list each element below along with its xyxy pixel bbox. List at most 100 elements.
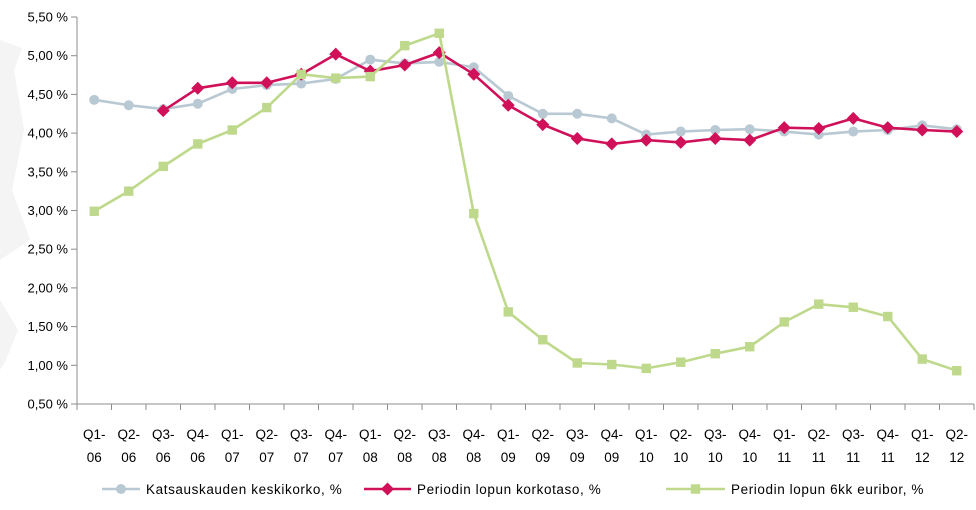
data-point xyxy=(503,307,513,317)
data-point xyxy=(536,118,550,132)
data-point xyxy=(952,366,962,376)
data-point xyxy=(605,137,619,151)
x-tick-label: Q1-09 xyxy=(497,427,520,465)
x-tick-label: Q3-06 xyxy=(152,427,175,465)
data-point xyxy=(676,357,686,367)
y-tick-label: 4,00 % xyxy=(28,126,69,141)
data-point xyxy=(468,62,479,73)
data-point xyxy=(848,126,859,137)
data-point xyxy=(606,113,617,124)
x-tick-label: Q2-07 xyxy=(255,427,278,465)
x-tick-label: Q3-07 xyxy=(290,427,313,465)
data-point xyxy=(296,69,306,79)
data-point xyxy=(570,132,584,146)
data-point xyxy=(398,58,412,72)
data-point xyxy=(812,121,826,135)
series-line xyxy=(93,31,958,372)
x-tick-label: Q2-11 xyxy=(807,427,830,465)
data-point xyxy=(469,208,479,219)
x-tick-label: Q3-11 xyxy=(842,427,865,465)
x-tick-label: Q4-07 xyxy=(324,427,347,465)
data-point xyxy=(331,73,341,83)
y-tick-label: 5,50 % xyxy=(28,10,69,25)
data-point xyxy=(639,133,653,147)
data-point xyxy=(745,342,755,352)
data-point xyxy=(538,335,548,345)
data-point xyxy=(467,67,481,81)
data-point xyxy=(743,133,757,147)
data-point xyxy=(848,302,858,312)
data-point xyxy=(503,90,514,101)
x-tick-label: Q4-09 xyxy=(600,427,623,465)
data-point xyxy=(156,104,170,118)
data-point xyxy=(191,81,205,95)
data-point xyxy=(641,363,651,374)
legend-item-3: Periodin lopun 6kk euribor, % xyxy=(666,482,924,497)
x-tick-label: Q3-08 xyxy=(428,427,451,465)
legend-item-2: Periodin lopun korkotaso, % xyxy=(364,482,601,497)
data-point xyxy=(881,121,895,135)
data-point xyxy=(675,126,686,137)
data-point xyxy=(917,354,927,364)
data-point xyxy=(572,108,583,119)
x-tick-label: Q1-07 xyxy=(221,427,244,465)
x-tick-label: Q1-06 xyxy=(83,427,106,465)
x-tick-label: Q4-10 xyxy=(738,427,761,465)
data-point xyxy=(225,76,239,90)
data-point xyxy=(846,111,860,125)
data-point xyxy=(365,71,375,82)
x-tick-label: Q4-08 xyxy=(462,427,485,465)
data-point xyxy=(607,359,617,370)
series-1 xyxy=(89,54,962,140)
data-point xyxy=(192,98,203,109)
x-tick-label: Q1-12 xyxy=(911,427,934,465)
data-point xyxy=(777,121,791,135)
y-tick-label: 0,50 % xyxy=(28,397,69,412)
x-tick-label: Q2-10 xyxy=(669,427,692,465)
watermark-shape xyxy=(0,40,30,370)
data-point xyxy=(124,186,134,196)
x-tick-label: Q2-12 xyxy=(945,427,968,465)
y-tick-label: 2,00 % xyxy=(28,280,69,295)
data-point xyxy=(814,299,824,309)
series-line xyxy=(162,51,957,146)
x-tick-label: Q1-11 xyxy=(773,427,796,465)
data-point xyxy=(434,28,444,38)
x-tick-label: Q3-09 xyxy=(566,427,589,465)
legend-label: Periodin lopun korkotaso, % xyxy=(417,482,601,497)
chart-legend: Katsauskauden keskikorko, % Periodin lopu… xyxy=(102,482,924,497)
data-point xyxy=(572,358,582,368)
x-tick-label: Q1-08 xyxy=(359,427,382,465)
series-3 xyxy=(89,28,962,376)
data-point xyxy=(744,124,755,135)
watermark-decoration xyxy=(0,40,30,370)
legend-marker xyxy=(690,484,701,494)
y-tick-label: 3,00 % xyxy=(28,203,69,218)
x-tick-label: Q3-10 xyxy=(704,427,727,465)
series-layer xyxy=(89,28,964,376)
y-tick-label: 4,50 % xyxy=(28,87,69,102)
y-tick-label: 3,50 % xyxy=(28,164,69,179)
chart-axes: 0,50 % 1,00 % 1,50 % 2,00 % 2,50 % 3,00 % 3,50… xyxy=(28,10,975,465)
data-point xyxy=(710,348,720,359)
y-tick-label: 2,50 % xyxy=(28,242,69,257)
x-tick-label: Q2-06 xyxy=(117,427,140,465)
legend-label: Katsauskauden keskikorko, % xyxy=(146,482,342,497)
data-point xyxy=(260,76,274,90)
x-tick-label: Q4-11 xyxy=(876,427,899,465)
legend-label: Periodin lopun 6kk euribor, % xyxy=(731,482,924,497)
legend-marker xyxy=(381,482,394,496)
x-tick-label: Q1-10 xyxy=(635,427,658,465)
data-point xyxy=(779,317,789,327)
data-point xyxy=(227,125,237,135)
data-point xyxy=(537,108,548,119)
data-point xyxy=(501,98,515,112)
data-point xyxy=(158,161,168,172)
data-point xyxy=(883,311,893,322)
data-point xyxy=(262,102,272,113)
data-point xyxy=(950,125,964,139)
x-tick-label: Q2-08 xyxy=(393,427,416,465)
data-point xyxy=(400,40,410,51)
